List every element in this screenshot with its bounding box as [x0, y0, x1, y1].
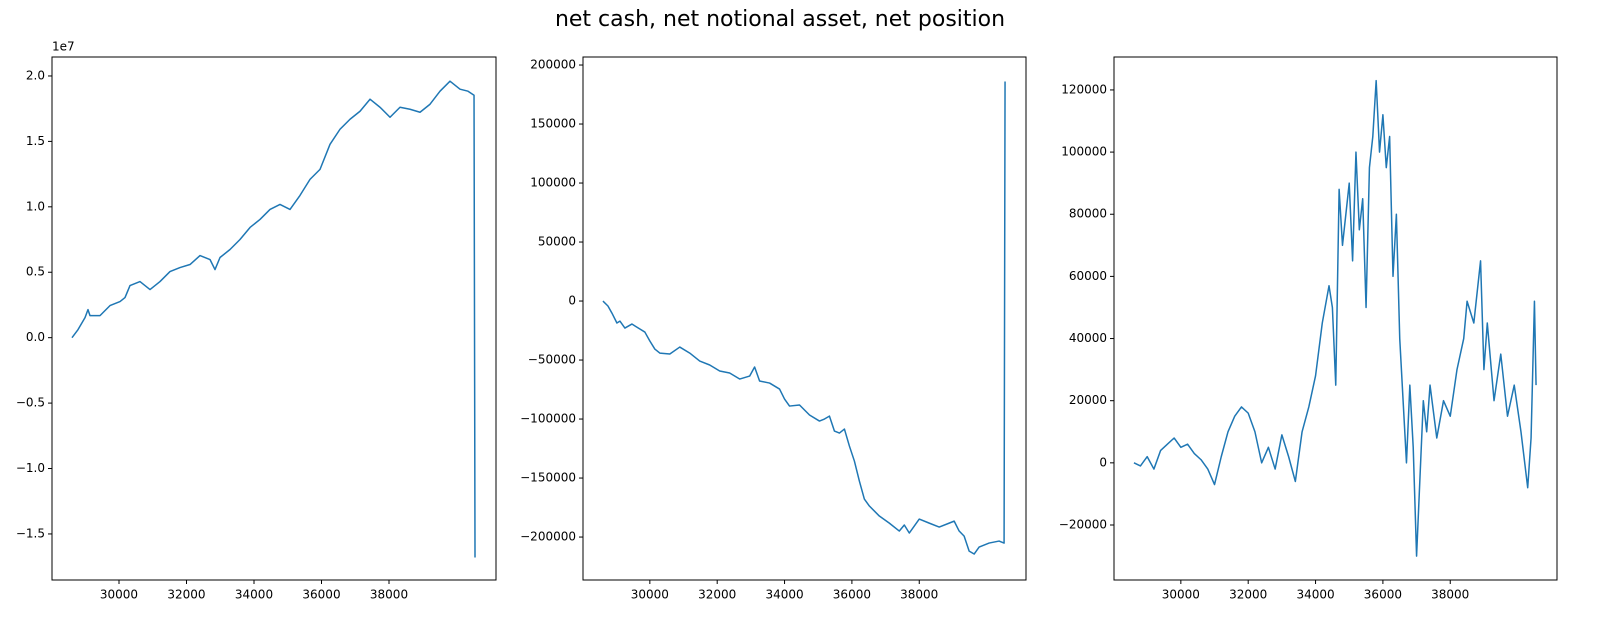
y-tick-label: 0.5: [26, 265, 45, 279]
axes-frame: [582, 56, 1027, 581]
x-tick-label: 32000: [167, 588, 205, 602]
y-tick-label: 50000: [538, 235, 576, 249]
data-line: [602, 81, 1006, 555]
y-tick-label: 0: [1099, 455, 1107, 469]
x-tick-label: 32000: [1229, 588, 1267, 602]
y-tick-label: 60000: [1069, 269, 1107, 283]
y-tick-label: 100000: [1061, 145, 1107, 159]
x-tick-label: 34000: [1296, 588, 1334, 602]
y-tick-label: 1.5: [26, 134, 45, 148]
x-tick-label: 38000: [900, 588, 938, 602]
axes-frame: [1113, 56, 1558, 581]
y-tick-label: 120000: [1061, 82, 1107, 96]
axes-frame: [51, 56, 497, 581]
y-tick-label: −20000: [1059, 517, 1107, 531]
y-tick-label: 100000: [530, 176, 576, 190]
y-tick-label: 0.0: [26, 330, 45, 344]
y-tick-label: −0.5: [16, 396, 45, 410]
y-tick-label: 200000: [530, 58, 576, 72]
y-tick-label: −1.5: [16, 526, 45, 540]
x-tick-label: 30000: [631, 588, 669, 602]
y-tick-label: −1.0: [16, 461, 45, 475]
x-tick-label: 38000: [1431, 588, 1469, 602]
x-tick-label: 30000: [1162, 588, 1200, 602]
y-tick-label: −100000: [520, 412, 576, 426]
y-tick-label: −50000: [528, 353, 576, 367]
y-tick-label: 20000: [1069, 393, 1107, 407]
x-tick-label: 36000: [833, 588, 871, 602]
y-tick-label: 1.0: [26, 199, 45, 213]
x-tick-label: 36000: [1364, 588, 1402, 602]
data-line: [1133, 79, 1537, 557]
data-line: [71, 80, 476, 558]
y-tick-label: 2.0: [26, 68, 45, 82]
figure-title: net cash, net notional asset, net positi…: [555, 7, 1005, 32]
y-tick-label: −150000: [520, 471, 576, 485]
y-tick-label: 150000: [530, 117, 576, 131]
x-tick-label: 36000: [302, 588, 340, 602]
y-offset-label: 1e7: [52, 40, 75, 54]
x-tick-label: 30000: [100, 588, 138, 602]
x-tick-label: 32000: [698, 588, 736, 602]
y-tick-label: 80000: [1069, 207, 1107, 221]
x-tick-label: 34000: [235, 588, 273, 602]
x-tick-label: 34000: [765, 588, 803, 602]
x-tick-label: 38000: [370, 588, 408, 602]
y-tick-label: 0: [568, 294, 576, 308]
y-tick-label: 40000: [1069, 331, 1107, 345]
y-tick-label: −200000: [520, 530, 576, 544]
